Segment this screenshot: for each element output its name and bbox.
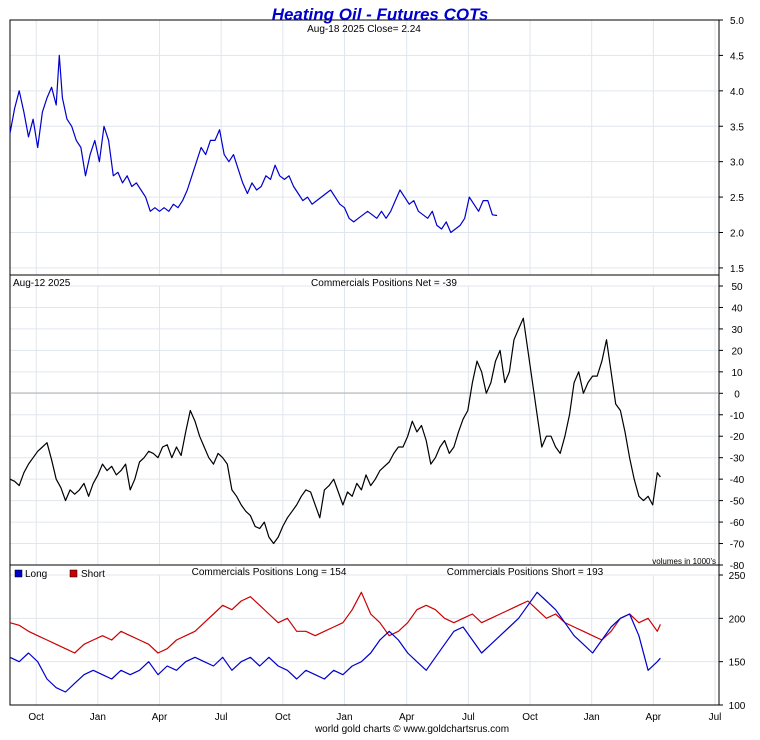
x-tick-label: Jan bbox=[584, 712, 600, 723]
legend-short-swatch bbox=[69, 569, 78, 578]
cot-date: Aug-12 2025 bbox=[13, 278, 71, 289]
chart-title: Heating Oil - Futures COTs bbox=[272, 5, 489, 24]
y-tick-label: -30 bbox=[730, 454, 745, 465]
y-tick-label: 200 bbox=[729, 614, 746, 625]
y-tick-label: 10 bbox=[731, 368, 743, 379]
y-tick-label: -50 bbox=[730, 497, 745, 508]
y-tick-label: 3.0 bbox=[730, 158, 744, 169]
y-tick-label: -60 bbox=[730, 518, 745, 529]
x-tick-label: Apr bbox=[646, 712, 662, 723]
grid-layer bbox=[10, 19, 719, 706]
x-tick-label: Jul bbox=[709, 712, 722, 723]
y-tick-label: 150 bbox=[729, 658, 746, 669]
y-tick-label: 2.5 bbox=[730, 193, 744, 204]
series-layer bbox=[9, 54, 661, 693]
y-tick-label: -10 bbox=[730, 411, 745, 422]
x-tick-label: Jan bbox=[336, 712, 352, 723]
y-tick-label: 50 bbox=[731, 282, 743, 293]
y-tick-label: -70 bbox=[730, 540, 745, 551]
chart-frame bbox=[9, 19, 720, 706]
x-tick-label: Oct bbox=[522, 712, 538, 723]
long-positions-label: Commercials Positions Long = 154 bbox=[192, 567, 347, 578]
legend-long-swatch bbox=[14, 569, 23, 578]
x-tick-label: Jul bbox=[462, 712, 475, 723]
net-positions-line bbox=[9, 317, 661, 545]
y-tick-label: 20 bbox=[731, 346, 743, 357]
y-tick-label: -20 bbox=[730, 432, 745, 443]
legend: Long Short bbox=[14, 569, 105, 580]
x-tick-label: Jul bbox=[215, 712, 228, 723]
short-positions-label: Commercials Positions Short = 193 bbox=[447, 567, 604, 578]
y-tick-label: 4.5 bbox=[730, 51, 744, 62]
x-tick-label: Apr bbox=[399, 712, 415, 723]
short-positions-line bbox=[9, 591, 661, 654]
frame-layer bbox=[9, 19, 720, 706]
y-tick-label: 1.5 bbox=[730, 264, 744, 275]
y-tick-label: 4.0 bbox=[730, 87, 744, 98]
y-tick-label: 250 bbox=[729, 571, 746, 582]
x-tick-label: Oct bbox=[28, 712, 44, 723]
legend-long-label: Long bbox=[25, 569, 47, 580]
footer-credit: world gold charts © www.goldchartsrus.co… bbox=[314, 724, 509, 735]
y-tick-label: -80 bbox=[730, 561, 745, 572]
net-positions-label: Commercials Positions Net = -39 bbox=[311, 278, 457, 289]
y-tick-label: 5.0 bbox=[730, 16, 744, 27]
volume-note: volumes in 1000's bbox=[652, 557, 716, 566]
y-tick-label: 2.0 bbox=[730, 229, 744, 240]
y-tick-label: 3.5 bbox=[730, 122, 744, 133]
y-tick-label: 30 bbox=[731, 325, 743, 336]
legend-short-label: Short bbox=[81, 569, 105, 580]
y-tick-label: -40 bbox=[730, 475, 745, 486]
y-tick-label: 0 bbox=[734, 389, 740, 400]
price-info: Aug-18 2025 Close= 2.24 bbox=[307, 24, 421, 35]
price-line bbox=[9, 54, 498, 234]
long-positions-line bbox=[9, 591, 661, 693]
x-tick-label: Oct bbox=[275, 712, 291, 723]
x-tick-label: Apr bbox=[152, 712, 168, 723]
y-tick-label: 40 bbox=[731, 303, 743, 314]
tick-layer: Oct Jan Apr Jul Oct Jan Apr Jul Oct Jan Apr Jul 5.0 4… bbox=[28, 16, 745, 723]
y-tick-label: 100 bbox=[729, 701, 746, 712]
x-tick-label: Jan bbox=[90, 712, 106, 723]
